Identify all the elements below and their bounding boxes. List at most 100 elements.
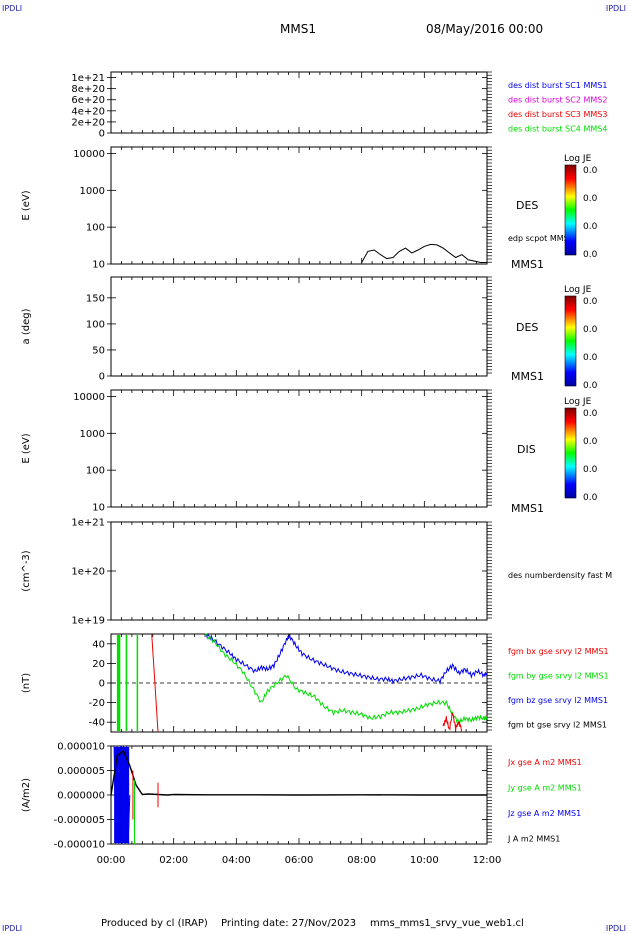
overlay-label: edp scpot MMS1 <box>508 234 574 243</box>
y-tick-label: 4e+20 <box>71 106 105 117</box>
y-tick-label: 0 <box>99 129 105 140</box>
time-tick-label: 04:00 <box>222 855 251 866</box>
corner-label-bottom-left: IPDLI <box>2 924 23 933</box>
colorbar-tick-label: 0.0 <box>583 166 598 176</box>
colorbar-title: Log JE <box>564 154 592 164</box>
y-tick-label: 10 <box>92 503 105 514</box>
y-tick-label: 10 <box>92 260 105 271</box>
y-tick-label: 1e+20 <box>71 567 105 578</box>
time-tick-label: 06:00 <box>285 855 314 866</box>
time-tick-label: 10:00 <box>410 855 439 866</box>
colorbar-tick-label: 0.0 <box>583 297 598 307</box>
colorbar-tick-label: 0.0 <box>583 437 598 447</box>
legend-entry: des numberdensity fast M <box>508 571 612 580</box>
y-tick-label: -0.000005 <box>54 815 105 826</box>
legend-entry: des dist burst SC3 MMS3 <box>508 110 607 119</box>
y-tick-label: 0 <box>99 679 105 690</box>
colorbar <box>564 295 577 387</box>
y-tick-label: 20 <box>92 659 105 670</box>
colorbar <box>564 164 577 256</box>
time-tick-label: 02:00 <box>159 855 188 866</box>
y-tick-label: 100 <box>86 223 105 234</box>
time-tick-label: 00:00 <box>97 855 126 866</box>
spacecraft-label: MMS1 <box>511 502 544 515</box>
colorbar-tick-label: 0.0 <box>583 353 598 363</box>
y-tick-label: 1e+21 <box>71 518 105 529</box>
legend-entry: fgm bx gse srvy l2 MMS1 <box>508 647 609 656</box>
y-tick-label: 10000 <box>73 149 105 160</box>
footer-printing-date: Printing date: 27/Nov/2023 <box>221 918 357 929</box>
colorbar-tick-label: 0.0 <box>583 250 598 260</box>
corner-label-bottom-right: IPDLI <box>605 924 626 933</box>
legend-entry: J A m2 MMS1 <box>507 835 560 844</box>
y-tick-label: 10000 <box>73 392 105 403</box>
colorbar-tick-label: 0.0 <box>583 465 598 475</box>
corner-label-top-right: IPDLI <box>605 4 626 13</box>
bfield-series-line <box>205 633 488 725</box>
legend-entry: des dist burst SC4 MMS4 <box>508 125 607 134</box>
colorbar-tick-label: 0.0 <box>583 409 598 419</box>
colorbar-tick-label: 0.0 <box>583 222 598 232</box>
y-tick-label: 1e+19 <box>71 616 105 627</box>
y-tick-label: -40 <box>89 718 105 729</box>
footer-produced-by: Produced by cl (IRAP) <box>101 918 208 929</box>
colorbar-title: Log JE <box>564 397 592 407</box>
footer-file-name: mms_mms1_srvy_vue_web1.cl <box>370 918 524 929</box>
y-tick-label: 6e+20 <box>71 95 105 106</box>
y-tick-label: 8e+20 <box>71 84 105 95</box>
bfield-spike <box>136 635 139 731</box>
spacecraft-label: MMS1 <box>511 370 544 383</box>
current-series-line <box>110 749 487 796</box>
panel-0-frame <box>110 71 488 134</box>
y-tick-label: 0.000000 <box>57 791 105 802</box>
instrument-label: DES <box>516 199 538 212</box>
colorbar <box>564 407 577 499</box>
legend-entry: Jy gse A m2 MMS1 <box>507 784 582 793</box>
instrument-label: DES <box>516 321 538 334</box>
y-tick-label: 1000 <box>80 429 105 440</box>
bx-drop-line <box>151 633 159 733</box>
legend-entry: Jx gse A m2 MMS1 <box>507 758 582 767</box>
panel-4-frame <box>110 521 488 621</box>
y-tick-label: -0.000010 <box>54 840 105 851</box>
date-title: 08/May/2016 00:00 <box>426 22 544 36</box>
corner-label-top-left: IPDLI <box>2 4 23 13</box>
colorbar-title: Log JE <box>564 285 592 295</box>
y-axis-label: (cm^-3) <box>21 550 32 591</box>
y-tick-label: 100 <box>86 319 105 330</box>
mission-title: MMS1 <box>280 22 316 36</box>
y-tick-label: 0.000005 <box>57 766 105 777</box>
colorbar-tick-label: 0.0 <box>583 493 598 503</box>
y-tick-label: 0.000010 <box>57 742 105 753</box>
panel-3-frame <box>110 389 488 508</box>
y-tick-label: 0 <box>99 372 105 383</box>
panel-2-frame <box>110 276 488 377</box>
y-tick-label: 1e+21 <box>71 73 105 84</box>
y-tick-label: 40 <box>92 639 105 650</box>
y-axis-label: a (deg) <box>21 308 32 344</box>
bfield-spike <box>125 635 128 731</box>
instrument-label: DIS <box>517 443 536 456</box>
y-tick-label: 50 <box>92 345 105 356</box>
y-axis-label: E (eV) <box>21 433 32 463</box>
bfield-spike <box>117 635 121 731</box>
legend-entry: des dist burst SC1 MMS1 <box>508 81 607 90</box>
y-tick-label: 100 <box>86 466 105 477</box>
colorbar-tick-label: 0.0 <box>583 325 598 335</box>
legend-entry: Jz gse A m2 MMS1 <box>507 809 581 818</box>
legend-entry: fgm bt gse srvy l2 MMS1 <box>508 721 607 730</box>
bfield-series-line <box>442 712 463 733</box>
legend-entry: fgm by gse srvy l2 MMS1 <box>508 672 609 681</box>
colorbar-tick-label: 0.0 <box>583 381 598 391</box>
legend-entry: des dist burst SC2 MMS2 <box>508 96 607 105</box>
scpot-line <box>361 243 487 263</box>
panel-1-frame <box>110 146 488 265</box>
legend-entry: fgm bz gse srvy l2 MMS1 <box>508 696 608 705</box>
y-tick-label: -20 <box>89 698 105 709</box>
time-tick-label: 08:00 <box>347 855 376 866</box>
spacecraft-label: MMS1 <box>511 258 544 271</box>
bfield-series-line <box>205 633 488 685</box>
current-series-line <box>113 745 131 845</box>
y-axis-label: (nT) <box>21 673 32 693</box>
